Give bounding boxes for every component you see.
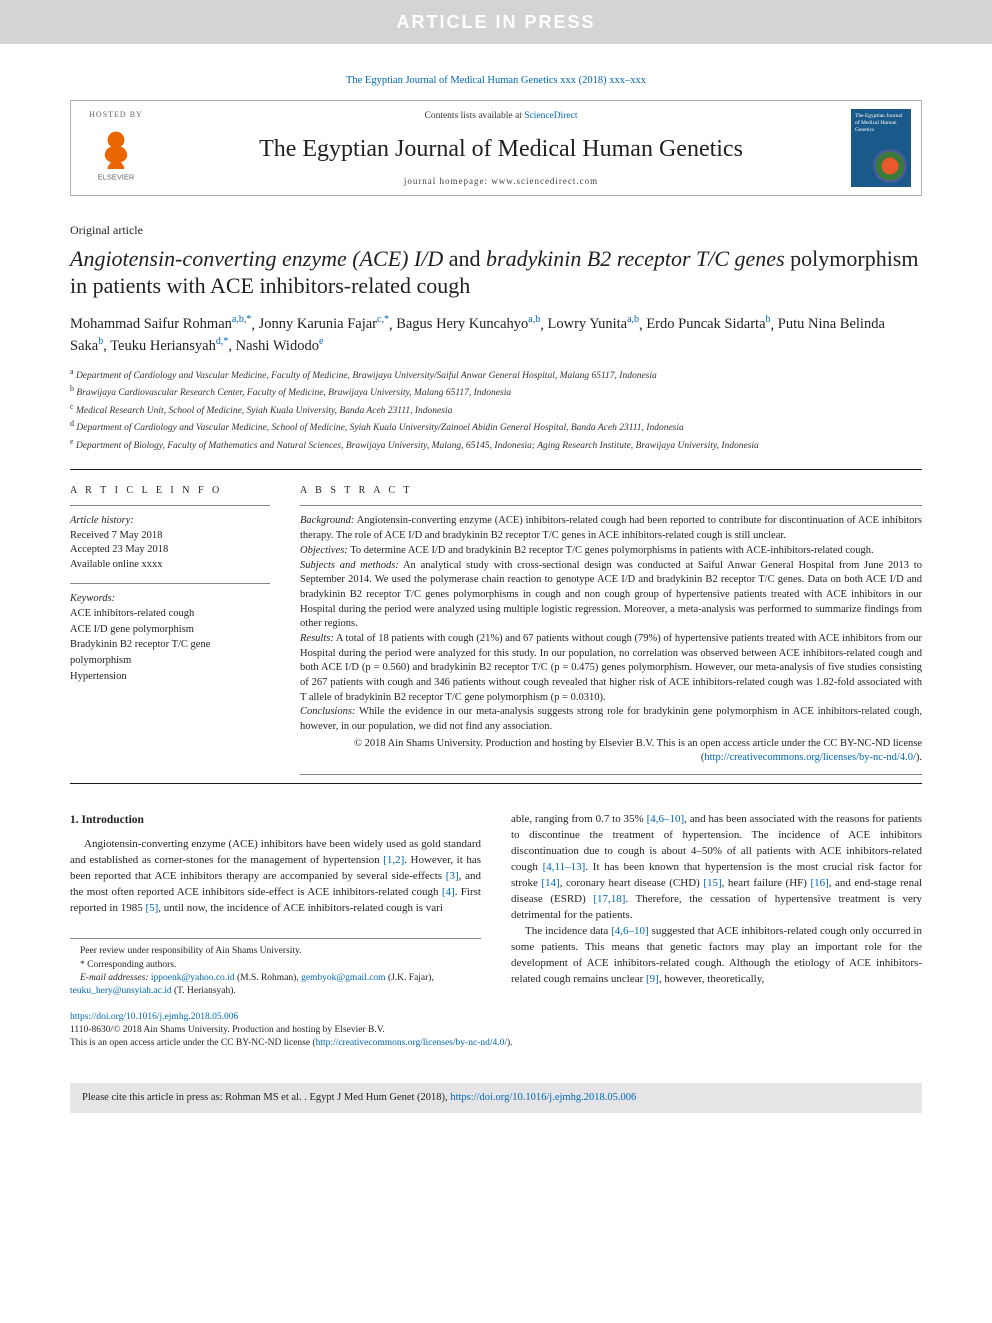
journal-title: The Egyptian Journal of Medical Human Ge… [163, 133, 839, 165]
article-type: Original article [70, 222, 922, 238]
doi-link[interactable]: https://doi.org/10.1016/j.ejmhg.2018.05.… [70, 1012, 238, 1022]
ref-link[interactable]: [15] [703, 877, 721, 889]
article-info-heading: A R T I C L E I N F O [70, 484, 270, 498]
author-list: Mohammad Saifur Rohmana,b,*, Jonny Karun… [70, 314, 922, 356]
doi-block: https://doi.org/10.1016/j.ejmhg.2018.05.… [70, 1011, 922, 1051]
ref-link[interactable]: [9] [646, 973, 659, 985]
author: Nashi Widodoe [236, 338, 324, 354]
email-link[interactable]: teuku_hery@unsyiah.ac.id [70, 986, 172, 996]
ref-link[interactable]: [4,6–10] [611, 925, 649, 937]
ref-link[interactable]: [16] [810, 877, 828, 889]
journal-cover-thumbnail: The Egyptian Journal of Medical Human Ge… [851, 109, 911, 187]
right-column: able, ranging from 0.7 to 35% [4,6–10], … [511, 812, 922, 999]
author: Teuku Heriansyahd,* [110, 338, 228, 354]
doi-link[interactable]: https://doi.org/10.1016/j.ejmhg.2018.05.… [450, 1092, 636, 1103]
ref-link[interactable]: [14] [541, 877, 559, 889]
ref-link[interactable]: [3] [446, 870, 459, 882]
abstract-column: A B S T R A C T Background: Angiotensin-… [300, 484, 922, 783]
elsevier-logo-icon: ELSEVIER [91, 127, 141, 183]
journal-header-box: HOSTED BY ELSEVIER Contents lists availa… [70, 100, 922, 196]
cc-license-link[interactable]: http://creativecommons.org/licenses/by-n… [704, 752, 916, 763]
cc-license-link[interactable]: http://creativecommons.org/licenses/by-n… [316, 1038, 507, 1048]
svg-text:ELSEVIER: ELSEVIER [98, 172, 135, 181]
header-citation: The Egyptian Journal of Medical Human Ge… [70, 74, 922, 88]
author: Lowry Yunitaa,b [548, 316, 640, 332]
ref-link[interactable]: [17,18] [593, 893, 625, 905]
sciencedirect-link[interactable]: ScienceDirect [524, 111, 577, 121]
ref-link[interactable]: [4] [442, 886, 455, 898]
ref-link[interactable]: [1,2] [383, 854, 404, 866]
section-heading-intro: 1. Introduction [70, 812, 481, 829]
article-info-column: A R T I C L E I N F O Article history: R… [70, 484, 270, 783]
article-title: Angiotensin-converting enzyme (ACE) I/D … [70, 245, 922, 300]
author: Mohammad Saifur Rohmana,b,* [70, 316, 251, 332]
email-link[interactable]: ippoenk@yahoo.co.id [151, 973, 235, 983]
ref-link[interactable]: [4,11–13] [543, 861, 586, 873]
affiliations: a Department of Cardiology and Vascular … [70, 366, 922, 453]
journal-homepage: journal homepage: www.sciencedirect.com [163, 175, 839, 187]
author: Jonny Karunia Fajarc,* [259, 316, 389, 332]
ref-link[interactable]: [5] [145, 902, 158, 914]
contents-available: Contents lists available at ScienceDirec… [163, 110, 839, 123]
ref-link[interactable]: [4,6–10] [647, 813, 685, 825]
footnotes: Peer review under responsibility of Ain … [70, 938, 481, 998]
abstract-heading: A B S T R A C T [300, 484, 922, 498]
please-cite-box: Please cite this article in press as: Ro… [70, 1083, 922, 1113]
email-link[interactable]: gembyok@gmail.com [301, 973, 385, 983]
article-in-press-banner: ARTICLE IN PRESS [0, 0, 992, 44]
author: Erdo Puncak Sidartab [646, 316, 770, 332]
left-column: 1. Introduction Angiotensin-converting e… [70, 812, 481, 999]
author: Bagus Hery Kuncahyoa,b [396, 316, 540, 332]
hosted-by-label: HOSTED BY [81, 110, 151, 121]
